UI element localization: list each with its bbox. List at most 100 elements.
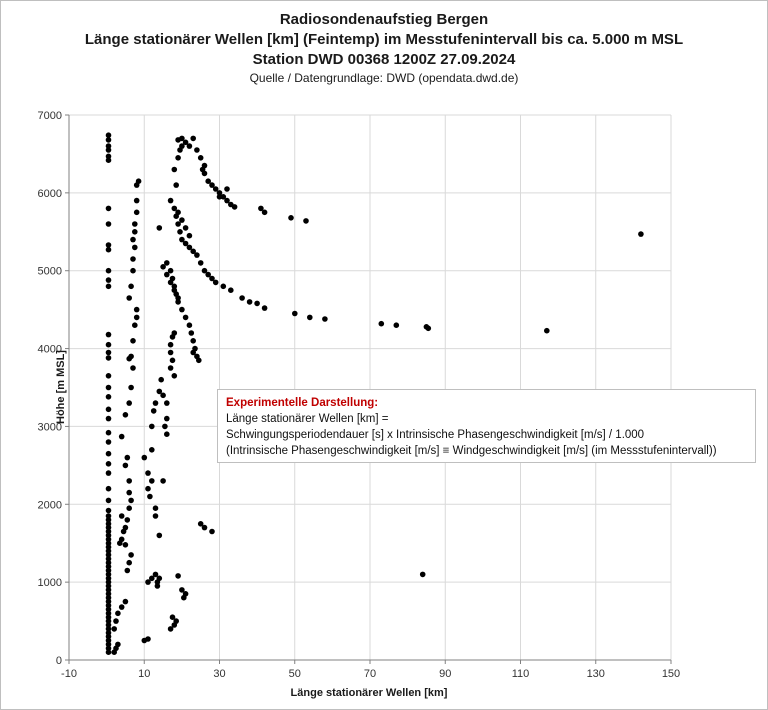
data-point [105, 267, 112, 274]
y-tick-labels: 0 1000 2000 3000 4000 5000 6000 7000 [38, 110, 62, 667]
data-point [175, 295, 181, 301]
data-point [216, 190, 223, 196]
data-point [154, 583, 161, 589]
data-point [378, 320, 385, 327]
data-point [105, 641, 112, 648]
data-point [145, 579, 151, 585]
data-point [179, 306, 185, 313]
data-point [186, 322, 193, 329]
chart-titles: Radiosondenaufstieg Bergen Länge station… [0, 10, 768, 86]
data-point [130, 236, 136, 243]
data-point [156, 225, 163, 231]
data-point [118, 536, 125, 543]
data-point [105, 242, 112, 248]
data-point [425, 325, 432, 332]
data-point [393, 322, 400, 329]
data-point [105, 157, 112, 163]
data-point [160, 264, 166, 270]
data-point [113, 618, 119, 624]
data-point [186, 244, 193, 251]
data-point [105, 485, 112, 492]
data-point [105, 439, 112, 445]
data-point [105, 132, 112, 138]
data-point [179, 236, 185, 243]
data-point [105, 618, 112, 624]
data-point [105, 567, 112, 574]
axes [65, 114, 672, 664]
data-point [105, 591, 112, 597]
data-point [133, 314, 140, 321]
data-point [105, 552, 112, 558]
annotation-line-3: (Intrinsische Phasengeschwindigkeit [m/s… [226, 445, 717, 457]
data-point [105, 283, 112, 290]
data-point [150, 408, 157, 414]
data-point [124, 454, 131, 461]
data-points [105, 132, 644, 655]
data-point [105, 594, 112, 601]
x-tick-label: -10 [61, 668, 77, 680]
data-point [196, 357, 202, 364]
data-point [164, 400, 170, 406]
data-point [182, 240, 189, 247]
data-point [322, 316, 328, 322]
data-point [212, 279, 219, 286]
data-point [160, 478, 166, 484]
data-point [105, 373, 112, 379]
data-point [182, 314, 189, 321]
data-point [149, 575, 155, 582]
data-point [149, 478, 155, 484]
data-point [122, 598, 129, 605]
data-point [130, 267, 136, 274]
data-point [132, 221, 138, 227]
annotation-line-1: Länge stationärer Wellen [km] = [226, 413, 389, 425]
data-point [105, 277, 112, 283]
data-point [246, 299, 253, 305]
x-tick-label: 110 [512, 668, 530, 680]
data-point [105, 524, 112, 531]
data-point [186, 143, 193, 149]
data-point [167, 349, 174, 356]
data-point [105, 614, 112, 620]
x-axis-label: Länge stationärer Wellen [km] [291, 687, 448, 699]
data-point [105, 461, 112, 467]
data-point [126, 478, 132, 484]
data-point [167, 626, 174, 632]
data-point [135, 178, 142, 184]
data-point [224, 197, 230, 204]
data-point [179, 587, 185, 593]
data-point [105, 556, 112, 562]
data-point [152, 571, 159, 578]
x-tick-label: 90 [439, 668, 451, 680]
data-point [175, 155, 181, 161]
data-point [307, 314, 313, 321]
data-point [152, 505, 159, 512]
data-point [167, 279, 174, 286]
annotation-line-2: Schwingungsperiodendauer [s] x Intrinsis… [226, 429, 645, 441]
data-point [105, 544, 112, 550]
data-point [190, 338, 196, 344]
data-point [105, 221, 112, 227]
data-point [124, 517, 131, 523]
data-point [126, 559, 132, 566]
data-point [105, 602, 112, 609]
data-point [152, 400, 159, 406]
data-point [126, 505, 132, 512]
data-point [128, 552, 134, 558]
data-point [190, 248, 196, 255]
data-point [105, 349, 112, 356]
data-point [133, 306, 140, 313]
data-point [105, 536, 112, 543]
data-point [164, 431, 170, 438]
data-point [201, 267, 208, 274]
data-point [228, 287, 234, 294]
chart-title: Radiosondenaufstieg Bergen [279, 11, 489, 28]
data-point [239, 295, 245, 301]
y-tick-label: 3000 [38, 421, 62, 433]
data-point [638, 231, 644, 237]
data-point [105, 528, 112, 535]
data-point [105, 532, 112, 539]
data-point [115, 610, 121, 617]
data-point [105, 571, 112, 578]
data-point [205, 271, 211, 278]
